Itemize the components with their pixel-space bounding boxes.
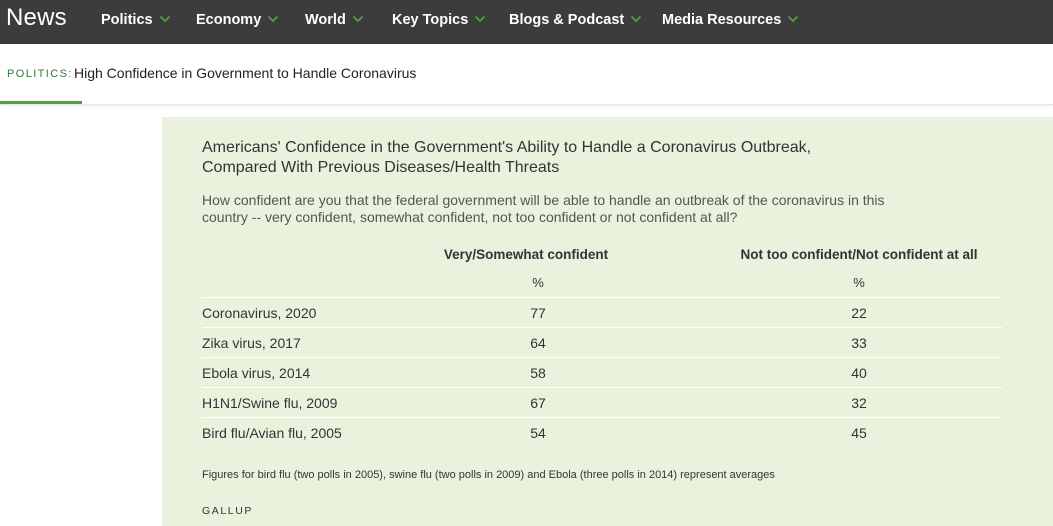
unit-label: % xyxy=(532,275,544,290)
row-label: Coronavirus, 2020 xyxy=(202,305,317,321)
confident-value: 67 xyxy=(530,395,546,411)
chevron-down-icon xyxy=(352,15,363,23)
not-confident-value: 45 xyxy=(851,425,867,441)
unit-label: % xyxy=(853,275,865,290)
table-footnote: Figures for bird flu (two polls in 2005)… xyxy=(202,469,775,481)
table-title: Americans' Confidence in the Government'… xyxy=(202,139,812,176)
nav-item-label: Blogs & Podcast xyxy=(509,12,625,28)
row-label: Bird flu/Avian flu, 2005 xyxy=(202,425,342,441)
not-confident-value: 33 xyxy=(851,335,867,351)
article-title: High Confidence in Government to Handle … xyxy=(74,65,417,81)
confident-value: 64 xyxy=(530,335,546,351)
table-row: Zika virus, 2017 64 33 xyxy=(202,327,1002,357)
nav-item-politics[interactable]: Politics xyxy=(101,12,171,28)
nav-item-economy[interactable]: Economy xyxy=(196,12,279,28)
survey-question: How confident are you that the federal g… xyxy=(202,192,885,225)
section-underline xyxy=(0,101,82,104)
top-navigation-bar: News Politics Economy World Key Topics B… xyxy=(0,0,1053,44)
source-label: GALLUP xyxy=(202,505,254,517)
row-label: Zika virus, 2017 xyxy=(202,335,301,351)
not-confident-value: 32 xyxy=(851,395,867,411)
row-label: H1N1/Swine flu, 2009 xyxy=(202,395,338,411)
nav-item-media-resources[interactable]: Media Resources xyxy=(662,12,799,28)
chevron-down-icon xyxy=(268,15,279,23)
nav-item-label: Economy xyxy=(196,12,262,28)
nav-item-label: Politics xyxy=(101,12,153,28)
nav-item-label: Key Topics xyxy=(392,12,469,28)
news-logo[interactable]: News xyxy=(6,4,67,31)
chevron-down-icon xyxy=(631,15,642,23)
section-link[interactable]: POLITICS: xyxy=(7,68,73,80)
table-row: Bird flu/Avian flu, 2005 54 45 xyxy=(202,417,1002,447)
nav-item-key-topics[interactable]: Key Topics xyxy=(392,12,486,28)
column-header-not-confident: Not too confident/Not confident at all xyxy=(740,247,978,262)
confident-value: 58 xyxy=(530,365,546,381)
confident-value: 54 xyxy=(530,425,546,441)
confident-value: 77 xyxy=(530,305,546,321)
article-header-bar: POLITICS: High Confidence in Government … xyxy=(0,44,1053,105)
nav-item-world[interactable]: World xyxy=(305,12,364,28)
not-confident-value: 40 xyxy=(851,365,867,381)
table-row: Ebola virus, 2014 58 40 xyxy=(202,357,1002,387)
chevron-down-icon xyxy=(159,15,170,23)
nav-item-blogs-podcast[interactable]: Blogs & Podcast xyxy=(509,12,642,28)
chevron-down-icon xyxy=(788,15,799,23)
table-row: H1N1/Swine flu, 2009 67 32 xyxy=(202,387,1002,417)
nav-item-label: Media Resources xyxy=(662,12,782,28)
not-confident-value: 22 xyxy=(851,305,867,321)
chevron-down-icon xyxy=(475,15,486,23)
data-table-panel: Americans' Confidence in the Government'… xyxy=(162,117,1053,526)
nav-item-label: World xyxy=(305,12,346,28)
column-header-confident: Very/Somewhat confident xyxy=(443,247,609,262)
row-label: Ebola virus, 2014 xyxy=(202,365,311,381)
table-row: Coronavirus, 2020 77 22 xyxy=(202,297,1002,327)
